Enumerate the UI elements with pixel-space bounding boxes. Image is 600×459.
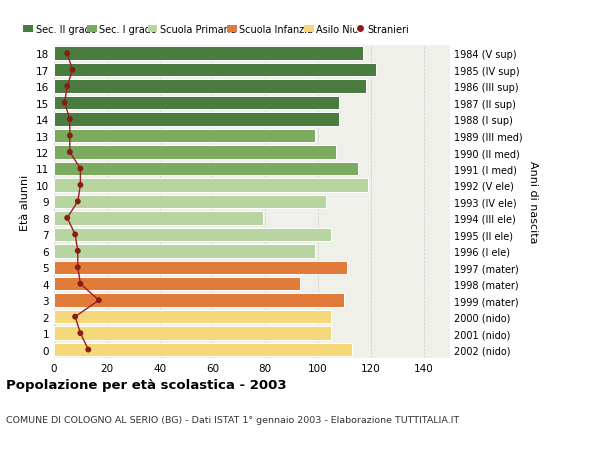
Bar (54, 64, 376, 77)
Bar (54, 343, 352, 357)
Bar (54, 310, 331, 324)
Point (76, 280, 85, 288)
Y-axis label: Anni di nascita: Anni di nascita (529, 161, 538, 243)
Bar (54, 327, 331, 340)
Legend: Sec. II grado, Sec. I grado, Scuola Primaria, Scuola Infanzia, Asilo Nido, Stran: Sec. II grado, Sec. I grado, Scuola Prim… (23, 25, 409, 35)
Text: COMUNE DI COLOGNO AL SERIO (BG) - Dati ISTAT 1° gennaio 2003 - Elaborazione TUTT: COMUNE DI COLOGNO AL SERIO (BG) - Dati I… (6, 415, 459, 425)
Bar (54, 195, 326, 209)
Point (73, 264, 83, 271)
Bar (54, 162, 358, 176)
Point (62, 215, 72, 222)
Point (60, 100, 70, 107)
Point (73, 247, 83, 255)
Text: Popolazione per età scolastica - 2003: Popolazione per età scolastica - 2003 (6, 379, 287, 392)
Point (62, 83, 72, 90)
Point (65, 149, 74, 157)
Point (76, 330, 85, 337)
Point (62, 50, 72, 58)
Point (65, 116, 74, 123)
Bar (54, 228, 331, 241)
Bar (54, 212, 263, 225)
Bar (54, 277, 299, 291)
Bar (54, 294, 344, 307)
Bar (54, 47, 363, 61)
Point (83, 346, 93, 353)
Point (68, 67, 77, 74)
Point (94, 297, 104, 304)
Point (70, 231, 80, 239)
Y-axis label: Età alunni: Età alunni (20, 174, 31, 230)
Bar (54, 179, 368, 192)
Bar (54, 129, 316, 143)
Bar (54, 113, 339, 127)
Point (70, 313, 80, 321)
Point (76, 165, 85, 173)
Bar (54, 80, 365, 94)
Bar (54, 146, 337, 159)
Bar (54, 245, 316, 258)
Point (73, 198, 83, 206)
Point (76, 182, 85, 189)
Bar (54, 97, 339, 110)
Point (65, 133, 74, 140)
Bar (54, 261, 347, 274)
